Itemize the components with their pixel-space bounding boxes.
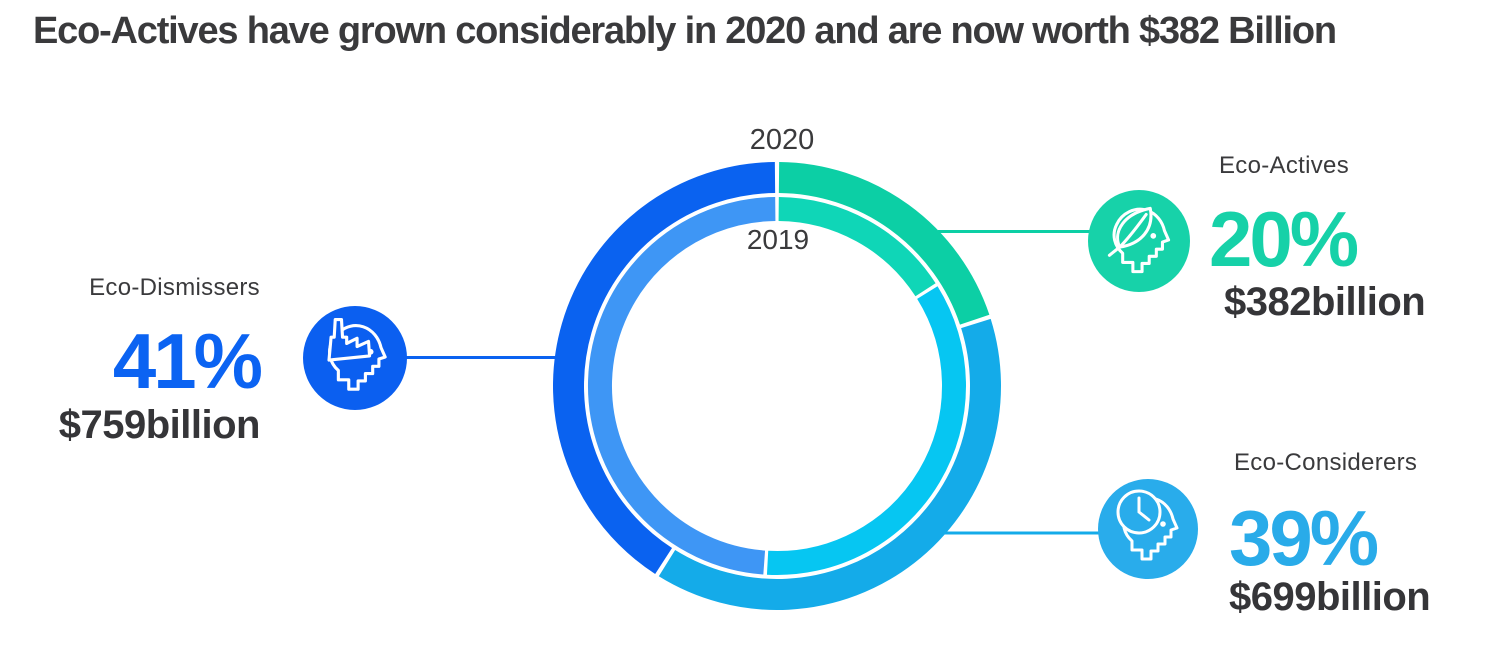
donut-segment-2019-eco-actives <box>778 197 936 297</box>
callout-pct-considerers: 39% <box>1229 494 1379 582</box>
donut-segment-2020-eco-dismissers <box>553 162 776 574</box>
callout-value-dismissers: $759billion <box>58 403 261 447</box>
ring-label-2020: 2020 <box>749 124 815 156</box>
leaf-head-icon <box>1088 190 1190 292</box>
clock-head-icon <box>1098 479 1198 579</box>
callout-label-dismissers: Eco-Dismissers <box>89 274 260 301</box>
callout-value-considerers: $699billion <box>1229 575 1431 619</box>
donut-segment-2020-eco-considerers <box>658 318 1001 610</box>
callout-label-considerers: Eco-Considerers <box>1234 449 1418 476</box>
callout-value-actives: $382billion <box>1224 280 1426 324</box>
callout-pct-actives: 20% <box>1209 195 1359 283</box>
page-title: Eco-Actives have grown considerably in 2… <box>33 10 1337 52</box>
donut-segment-2019-eco-considerers <box>766 286 966 575</box>
factory-head-icon <box>303 306 407 410</box>
donut-segment-2020-eco-actives <box>778 162 990 325</box>
donut-segment-2019-eco-dismissers <box>587 197 776 575</box>
callout-pct-dismissers: 41% <box>112 317 263 405</box>
callout-label-actives: Eco-Actives <box>1219 152 1350 179</box>
ring-label-2019: 2019 <box>746 224 810 255</box>
